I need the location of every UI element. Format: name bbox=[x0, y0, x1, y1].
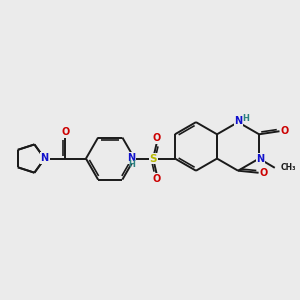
Text: H: H bbox=[242, 114, 249, 123]
Text: CH₃: CH₃ bbox=[281, 163, 297, 172]
Text: H: H bbox=[128, 160, 135, 169]
Text: N: N bbox=[235, 116, 243, 126]
Text: O: O bbox=[260, 168, 268, 178]
Text: N: N bbox=[40, 153, 49, 163]
Text: O: O bbox=[61, 127, 69, 137]
Text: O: O bbox=[152, 174, 161, 184]
Text: O: O bbox=[152, 133, 161, 143]
Text: O: O bbox=[280, 126, 289, 136]
Text: N: N bbox=[256, 154, 265, 164]
Text: N: N bbox=[127, 153, 135, 163]
Text: S: S bbox=[149, 154, 157, 164]
